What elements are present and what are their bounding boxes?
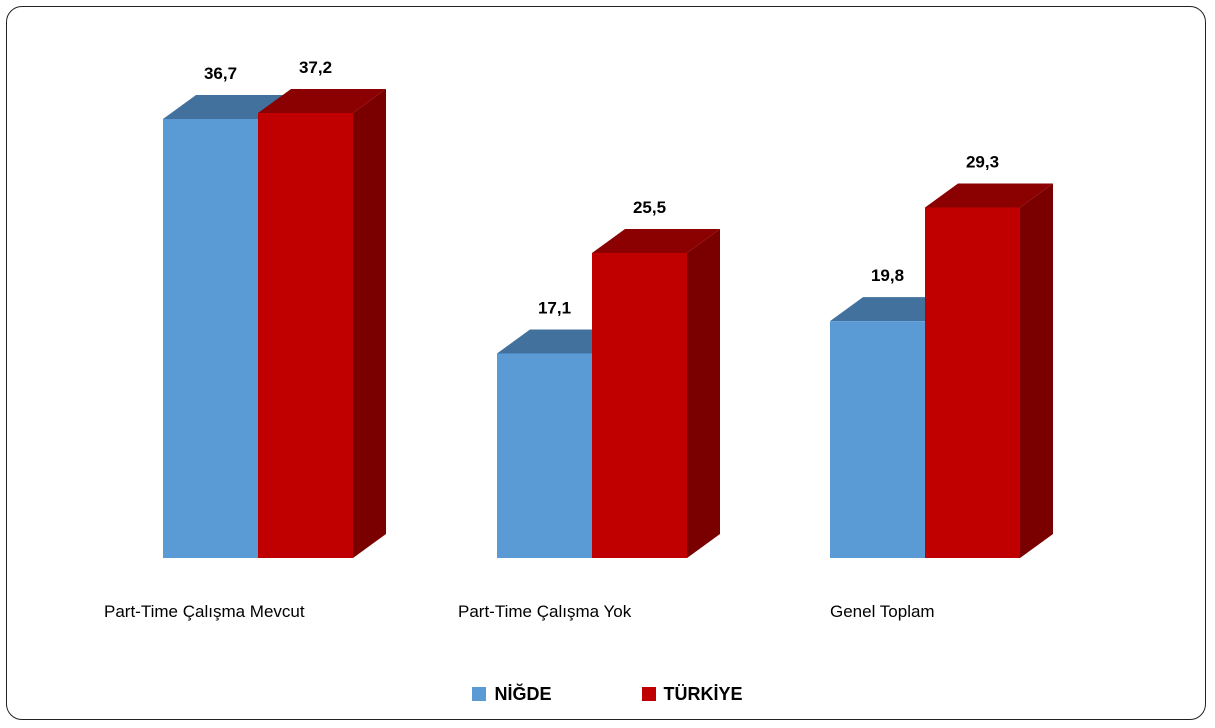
data-label-turkiye-1: 37,2 bbox=[299, 58, 332, 77]
bar-turkiye-3-side bbox=[1020, 183, 1053, 558]
bar-turkiye-1-side bbox=[353, 89, 386, 558]
data-label-turkiye-2: 25,5 bbox=[633, 198, 666, 217]
bar-turkiye-3-top bbox=[925, 183, 1053, 208]
legend-item-turkiye: TÜRKİYE bbox=[641, 683, 743, 705]
legend-swatch-turkiye bbox=[641, 687, 656, 701]
legend-item-nigde: NİĞDE bbox=[472, 683, 552, 705]
legend-label-turkiye: TÜRKİYE bbox=[663, 683, 743, 704]
bar-nigde-2 bbox=[497, 353, 592, 558]
legend: NİĞDE TÜRKİYE bbox=[0, 680, 1215, 708]
bar-nigde-1 bbox=[163, 118, 258, 558]
legend-swatch-nigde bbox=[472, 687, 487, 701]
data-label-nigde-1: 36,7 bbox=[204, 64, 237, 83]
bar-turkiye-3 bbox=[925, 207, 1020, 558]
category-label-2: Part-Time Çalışma Yok bbox=[458, 602, 632, 621]
data-label-turkiye-3: 29,3 bbox=[966, 153, 999, 172]
data-label-nigde-2: 17,1 bbox=[538, 298, 571, 317]
bar-turkiye-1 bbox=[258, 113, 353, 558]
bar-nigde-3 bbox=[830, 321, 925, 558]
bar-turkiye-2 bbox=[592, 252, 687, 559]
bar-turkiye-1-top bbox=[258, 89, 386, 113]
data-label-nigde-3: 19,8 bbox=[871, 266, 904, 285]
bar-turkiye-2-side bbox=[687, 228, 720, 559]
bar-turkiye-2-top bbox=[592, 228, 720, 253]
legend-label-nigde: NİĞDE bbox=[494, 683, 552, 704]
category-label-3: Genel Toplam bbox=[830, 602, 935, 621]
category-label-1: Part-Time Çalışma Mevcut bbox=[104, 602, 305, 621]
